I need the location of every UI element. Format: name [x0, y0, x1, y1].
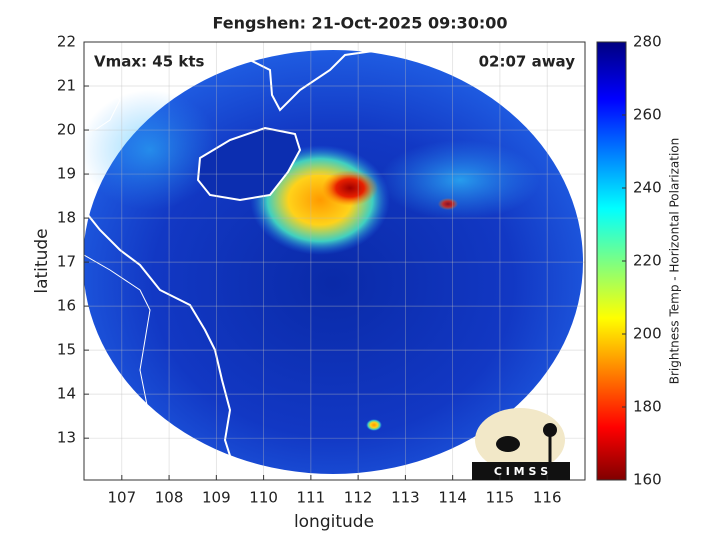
y-tick-label: 13: [57, 429, 76, 447]
y-tick-label: 18: [57, 209, 76, 227]
colorbar-tick-label: 240: [633, 179, 662, 197]
y-tick-label: 15: [57, 341, 76, 359]
chart-title: Fengshen: 21-Oct-2025 09:30:00: [212, 14, 507, 33]
convection: [366, 419, 382, 431]
cloud-band: [84, 90, 220, 210]
cloud-band: [380, 140, 540, 220]
x-tick-label: 107: [107, 489, 136, 507]
y-tick-label: 21: [57, 77, 76, 95]
logo-text: C I M S S: [494, 465, 548, 478]
colorbar-tick-label: 260: [633, 106, 662, 124]
border: [84, 254, 171, 480]
y-tick-label: 22: [57, 33, 76, 51]
logo: C I M S S: [472, 408, 570, 480]
colorbar-tick-label: 220: [633, 252, 662, 270]
colorbar-label: Brightness Temp - Horizontal Polarizatio…: [668, 138, 682, 385]
storm-core: [322, 170, 378, 206]
y-tick-label: 20: [57, 121, 76, 139]
coastline: [84, 209, 234, 480]
convection: [438, 198, 458, 210]
y-tick-label: 14: [57, 385, 76, 403]
coastline: [196, 126, 302, 202]
x-tick-label: 109: [202, 489, 231, 507]
y-tick-label: 17: [57, 253, 76, 271]
colorbar: [596, 41, 627, 481]
colorbar-tick-label: 180: [633, 398, 662, 416]
y-axis-label: latitude: [32, 228, 52, 293]
x-tick-label: 108: [155, 489, 184, 507]
y-tick-label: 19: [57, 165, 76, 183]
y-tick-label: 16: [57, 297, 76, 315]
x-tick-label: 110: [249, 489, 278, 507]
x-tick-label: 111: [297, 489, 326, 507]
annotation: 02:07 away: [479, 53, 576, 71]
x-tick-label: 113: [391, 489, 420, 507]
colorbar-tick-label: 280: [633, 33, 662, 51]
colorbar-tick-label: 160: [633, 471, 662, 489]
annotation: Vmax: 45 kts: [94, 53, 204, 71]
x-tick-label: 114: [438, 489, 467, 507]
plot-frame: [83, 41, 586, 481]
colorbar-tick-label: 200: [633, 325, 662, 343]
x-tick-label: 112: [344, 489, 373, 507]
x-tick-label: 116: [533, 489, 562, 507]
x-tick-label: 115: [486, 489, 515, 507]
x-axis-label: longitude: [294, 512, 374, 532]
